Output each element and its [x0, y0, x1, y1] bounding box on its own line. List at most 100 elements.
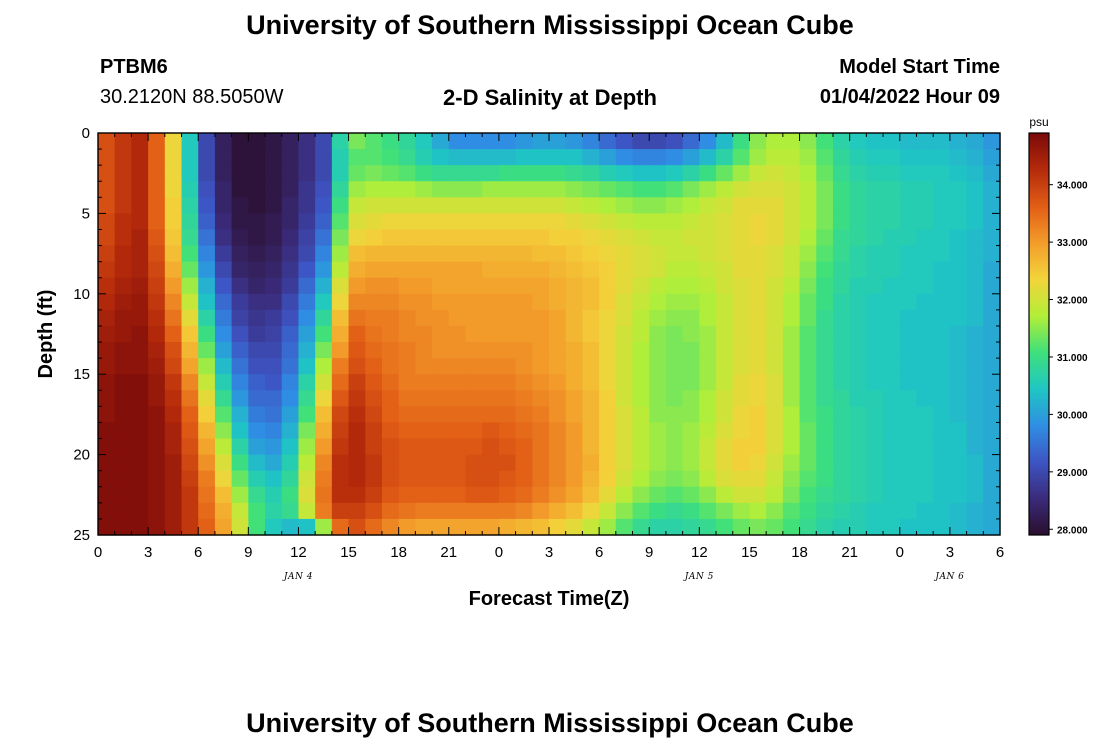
heatmap-cell: [181, 390, 199, 407]
heatmap-cell: [231, 229, 249, 247]
heatmap-cell: [582, 277, 600, 295]
heatmap-cell: [265, 213, 283, 231]
heatmap-cell: [348, 261, 366, 279]
heatmap-cell: [281, 165, 300, 182]
y-axis-label: Depth (ft): [35, 290, 57, 379]
heatmap-cell: [615, 406, 634, 424]
heatmap-cell: [916, 454, 934, 472]
heatmap-cell: [949, 502, 968, 520]
heatmap-cell: [732, 293, 751, 311]
heatmap-cell: [315, 358, 333, 375]
heatmap-cell: [699, 213, 717, 231]
heatmap-cell: [549, 422, 567, 440]
heatmap-cell: [599, 470, 617, 488]
heatmap-cell: [599, 502, 617, 520]
heatmap-cell: [816, 181, 834, 198]
heatmap-cell: [983, 454, 1001, 472]
heatmap-cell: [114, 438, 132, 456]
heatmap-cell: [231, 197, 249, 214]
heatmap-cell: [231, 390, 249, 407]
heatmap-cell: [716, 229, 734, 247]
heatmap-cell: [799, 470, 817, 488]
heatmap-cell: [432, 502, 450, 520]
heatmap-cell: [214, 245, 233, 263]
heatmap-cell: [265, 342, 283, 359]
heatmap-cell: [114, 309, 132, 327]
heatmap-cell: [799, 261, 817, 279]
heatmap-cell: [398, 325, 416, 343]
heatmap-cell: [164, 293, 183, 311]
heatmap-cell: [114, 277, 132, 295]
heatmap-cell: [732, 149, 751, 166]
heatmap-cell: [98, 325, 116, 343]
heatmap-cell: [298, 245, 316, 263]
heatmap-cell: [649, 181, 667, 198]
heatmap-cell: [365, 390, 383, 407]
heatmap-cell: [298, 213, 316, 231]
heatmap-cell: [649, 229, 667, 247]
heatmap-cell: [632, 438, 650, 456]
heatmap-cell: [966, 293, 984, 311]
heatmap-cell: [214, 518, 233, 536]
heatmap-cell: [632, 149, 650, 166]
heatmap-cell: [265, 261, 283, 279]
heatmap-cell: [432, 229, 450, 247]
heatmap-cell: [515, 358, 533, 375]
heatmap-cell: [916, 374, 934, 391]
heatmap-cell: [432, 374, 450, 391]
heatmap-cell: [164, 342, 183, 359]
heatmap-cell: [131, 181, 149, 198]
heatmap-cell: [716, 309, 734, 327]
heatmap-cell: [832, 165, 851, 182]
heatmap-cell: [782, 358, 801, 375]
heatmap-cell: [265, 502, 283, 520]
heatmap-cell: [866, 293, 884, 311]
heatmap-cell: [749, 293, 767, 311]
heatmap-cell: [782, 406, 801, 424]
heatmap-cell: [565, 133, 583, 150]
heatmap-cell: [716, 406, 734, 424]
heatmap-cell: [816, 277, 834, 295]
heatmap-cell: [916, 245, 934, 263]
heatmap-cell: [749, 438, 767, 456]
heatmap-cell: [331, 245, 350, 263]
heatmap-cell: [632, 342, 650, 359]
x-tick-label: 18: [390, 544, 407, 561]
heatmap-cell: [214, 342, 233, 359]
heatmap-cell: [131, 358, 149, 375]
heatmap-cell: [498, 438, 517, 456]
heatmap-cell: [883, 325, 901, 343]
heatmap-cell: [699, 293, 717, 311]
x-tick-label: 0: [495, 544, 503, 561]
heatmap-cell: [114, 325, 132, 343]
heatmap-cell: [365, 358, 383, 375]
heatmap-cell: [716, 165, 734, 182]
heatmap-cell: [766, 165, 784, 182]
heatmap-cell: [565, 406, 583, 424]
heatmap-cell: [782, 229, 801, 247]
heatmap-cell: [331, 374, 350, 391]
heatmap-cell: [565, 422, 583, 440]
heatmap-cell: [532, 229, 550, 247]
heatmap-cell: [164, 406, 183, 424]
heatmap-cell: [933, 229, 951, 247]
heatmap-cell: [498, 358, 517, 375]
heatmap-cell: [114, 342, 132, 359]
heatmap-cell: [866, 438, 884, 456]
heatmap-cell: [749, 374, 767, 391]
heatmap-cell: [716, 325, 734, 343]
heatmap-cell: [148, 213, 166, 231]
heatmap-cell: [883, 229, 901, 247]
heatmap-cell: [432, 486, 450, 504]
heatmap-cell: [916, 358, 934, 375]
heatmap-cell: [448, 165, 467, 182]
heatmap-cell: [231, 309, 249, 327]
heatmap-cell: [682, 133, 700, 150]
heatmap-cell: [265, 293, 283, 311]
heatmap-cell: [766, 181, 784, 198]
heatmap-cell: [498, 293, 517, 311]
heatmap-cell: [732, 213, 751, 231]
heatmap-cell: [181, 181, 199, 198]
heatmap-cell: [899, 149, 918, 166]
heatmap-cell: [866, 518, 884, 536]
